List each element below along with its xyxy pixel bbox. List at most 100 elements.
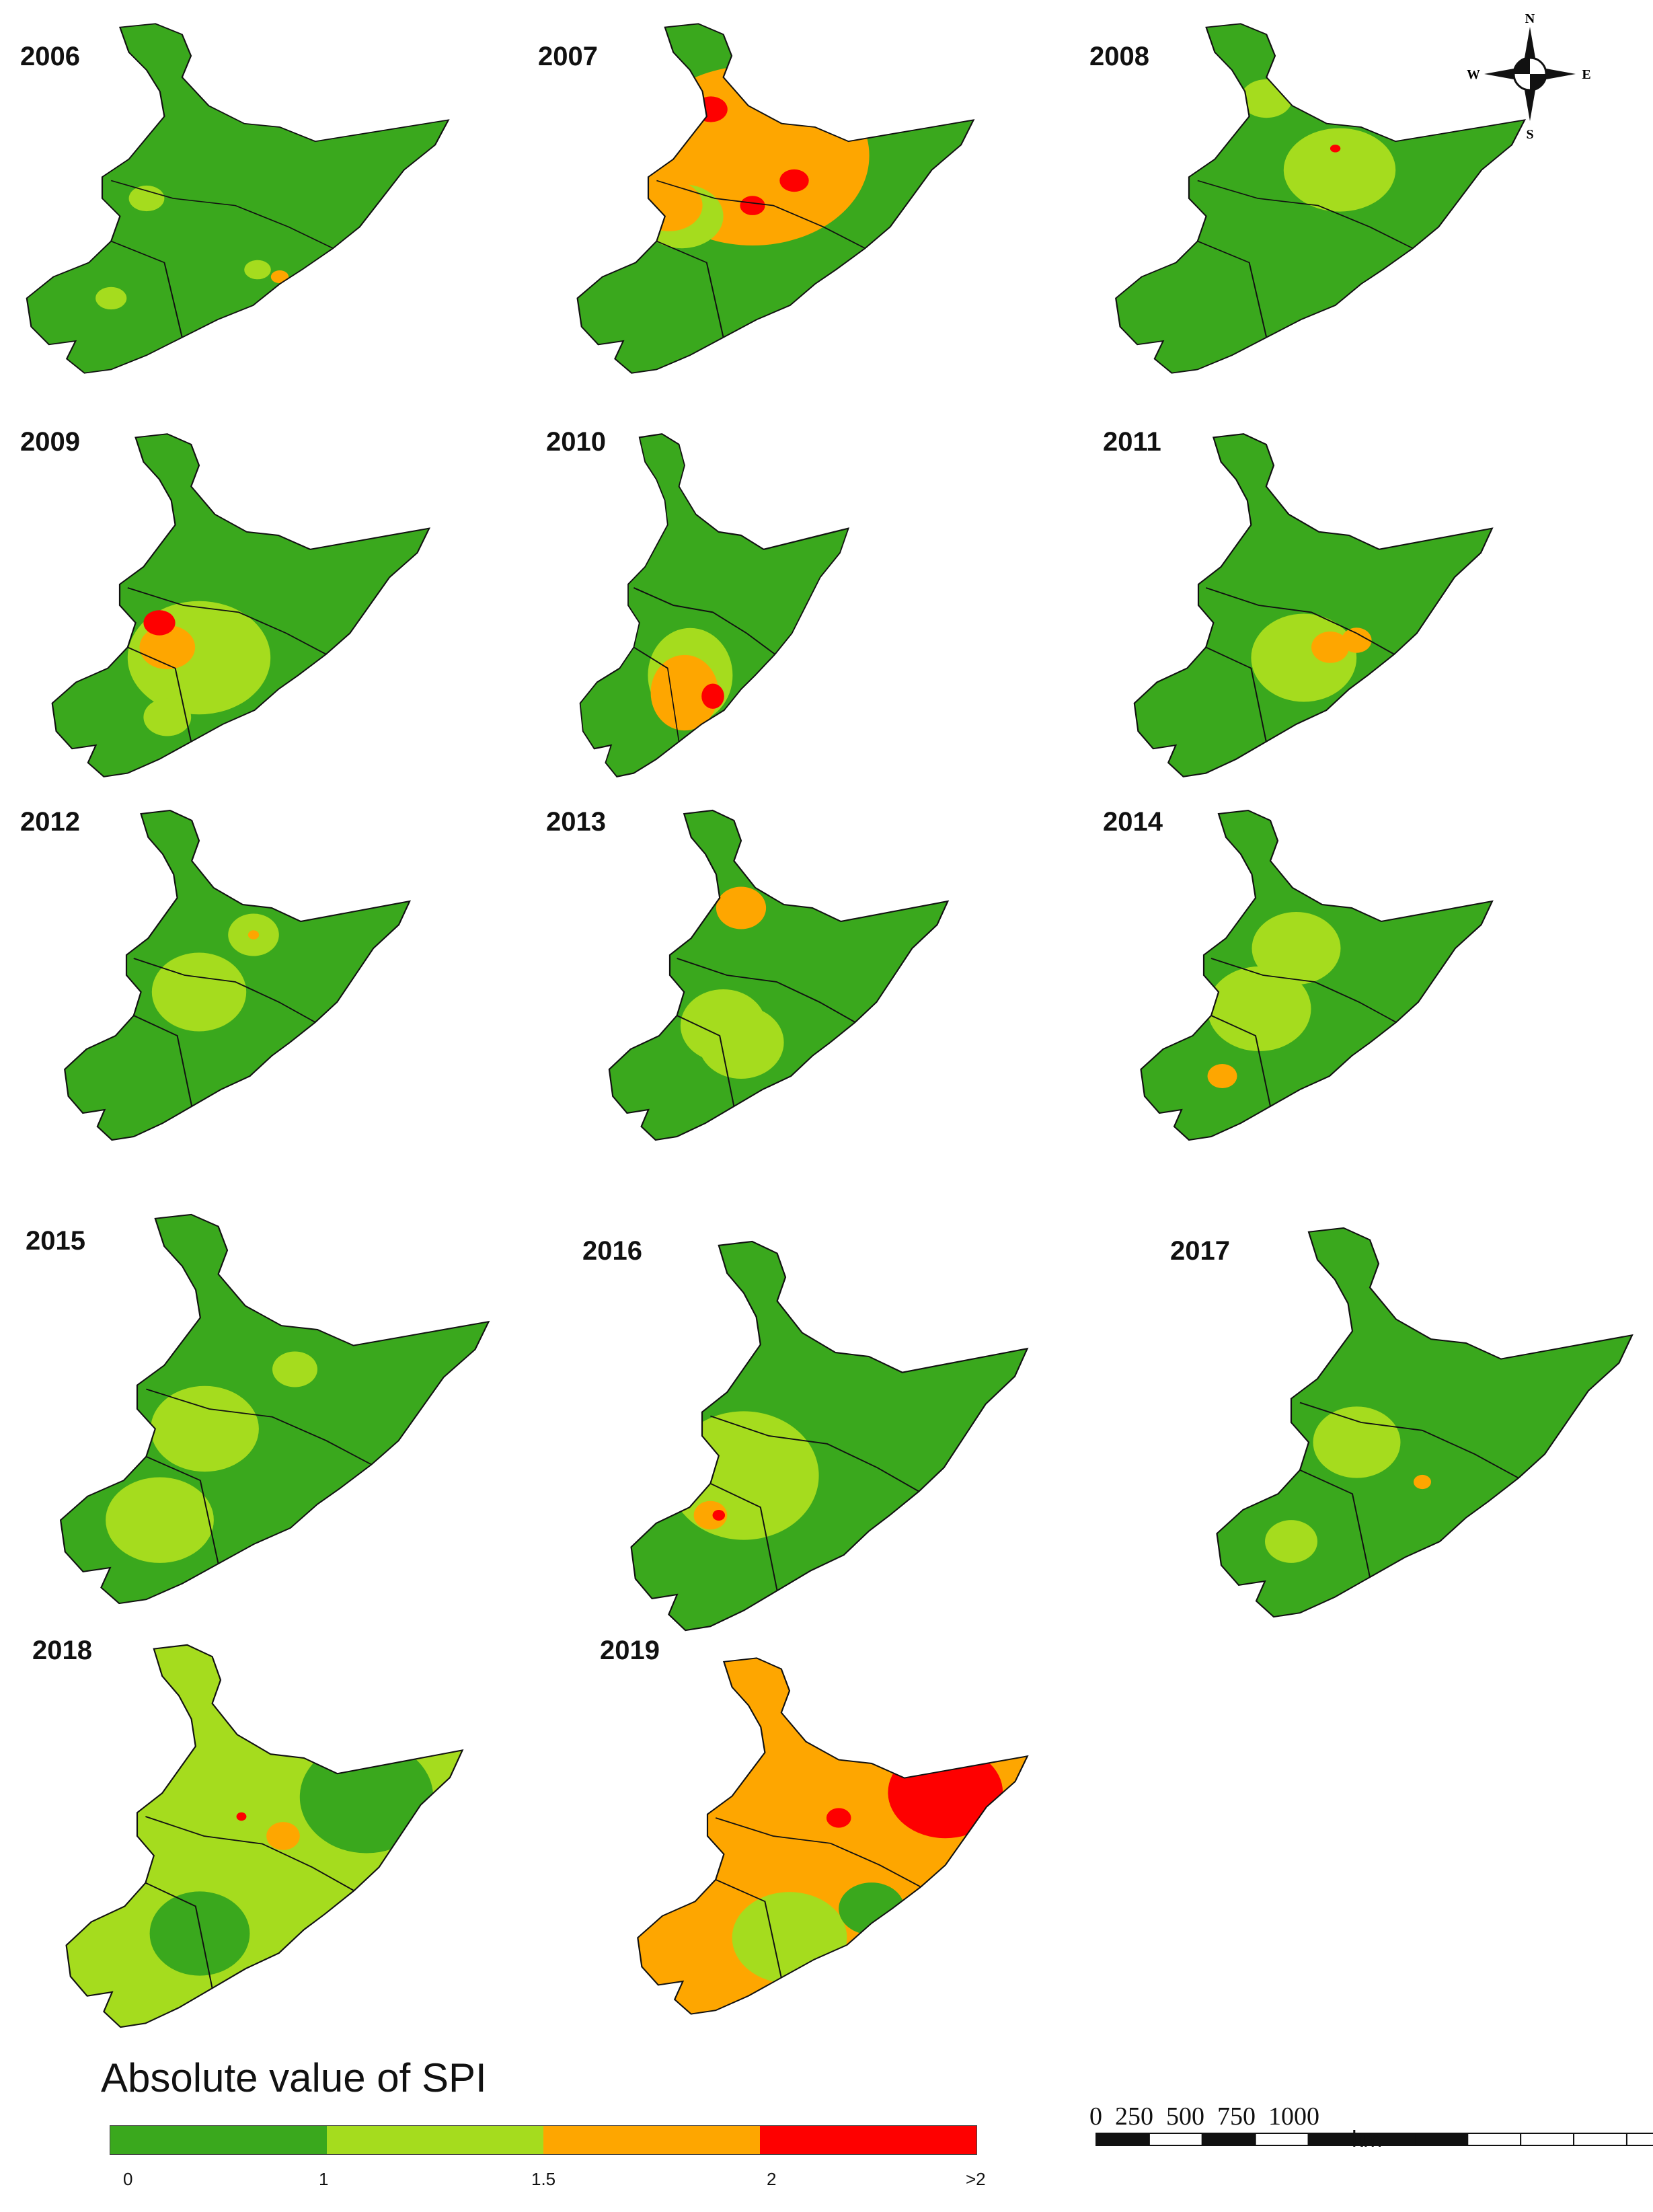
spi-patch [151,952,247,1032]
province-boundary [715,1817,921,1888]
province-boundary [677,958,856,1023]
map-panel-2018 [54,1641,471,2031]
year-label-2018: 2018 [32,1636,92,1665]
spi-patch [1265,1520,1317,1563]
province-boundary [677,1015,735,1107]
map-base-fill [638,1658,1028,2014]
province-boundary [715,1879,782,1978]
compass-s-label: S [1526,127,1533,142]
spi-patch [244,260,271,280]
scale-bar-segment [1414,2133,1469,2146]
spi-patch [701,683,724,709]
spi-patch [668,1411,819,1540]
province-boundary [1205,587,1395,655]
map-panel-2019 [625,1654,1036,2018]
year-label-2010: 2010 [546,427,606,457]
province-boundary [127,646,192,742]
province-boundary [146,1388,372,1465]
legend-class-gt-2 [760,2126,976,2154]
map-panel-2016 [619,1237,1036,1634]
year-label-2009: 2009 [20,427,80,457]
spi-patch [270,270,289,284]
scale-bar-segment [1254,2133,1309,2146]
spi-patch [1252,912,1341,985]
province-boundary [656,240,724,338]
scale-number: 0 [1089,2102,1102,2131]
spi-patch [1311,632,1349,663]
map-panel-2012 [54,807,417,1143]
legend-tick-1: 1 [319,2169,329,2189]
map-panel-2010 [572,430,854,780]
province-boundary [656,180,866,249]
legend-color-bar [110,2125,977,2155]
compass-n-label: N [1525,11,1535,26]
map-panel-2013 [599,807,955,1143]
spi-patch [1341,627,1372,653]
scale-bar-segment [1148,2133,1203,2146]
spi-patch [1207,1064,1237,1088]
scale-number: 750 [1217,2102,1256,2131]
province-boundary [633,646,680,742]
province-boundary [1299,1402,1519,1479]
province-boundary [145,1456,219,1564]
map-base-fill [1134,434,1492,777]
scale-bar-unit: km [1352,2127,1383,2152]
province-boundary [1210,958,1397,1023]
province-boundary [1197,240,1268,338]
spi-patch [95,287,127,310]
spi-patch [693,1500,728,1530]
spi-patch [1207,966,1311,1051]
map-base-fill [609,810,948,1141]
province-boundary [1210,1015,1271,1107]
spi-patch [128,185,165,212]
compass-w-label: W [1467,67,1480,82]
year-label-2017: 2017 [1170,1236,1230,1266]
spi-patch [826,1808,851,1828]
legend-tick-2: 2 [767,2169,777,2189]
spi-patch [716,886,767,929]
spi-patch [650,654,719,731]
map-base-fill [631,1241,1028,1631]
legend-tick-gt2: >2 [966,2169,986,2189]
spi-patch [151,1385,259,1472]
province-boundary [133,1015,193,1107]
spi-patch [1414,1474,1431,1490]
legend-tick-1.5: 1.5 [531,2169,556,2189]
legend-class-1.5-2 [543,2126,760,2154]
province-boundary [710,1415,919,1492]
map-panel-2011 [1123,430,1500,780]
spi-patch [143,610,176,636]
map-panel-2006 [13,20,457,377]
spi-patch [247,930,260,940]
spi-patch [149,1891,250,1976]
scale-bar-segment [1095,2133,1150,2146]
spi-patch [698,1006,784,1079]
province-boundary [110,180,334,249]
spi-patch [143,698,192,736]
map-panel-2007 [565,20,982,377]
spi-patch [839,1882,905,1935]
map-base-fill [66,1644,463,2028]
spi-patch [740,196,765,215]
legend-title: Absolute value of SPI [101,2055,487,2100]
province-boundary [145,1816,354,1892]
spi-patch [712,1510,726,1521]
province-boundary [110,240,183,338]
province-boundary [709,1482,778,1591]
map-base-fill [26,24,449,373]
legend-class-0-1 [110,2126,327,2154]
map-base-fill [1217,1227,1633,1617]
spi-patch [1330,145,1341,153]
spi-patch [236,1812,247,1821]
map-base-fill [580,434,849,777]
year-label-2013: 2013 [546,807,606,837]
spi-patch [106,1477,214,1563]
year-label-2019: 2019 [600,1636,660,1665]
province-boundary [1205,646,1267,742]
scale-number: 1000 [1268,2102,1319,2131]
province-boundary [127,587,327,655]
spi-patch [299,1741,434,1854]
year-label-2008: 2008 [1089,42,1149,71]
province-boundary [133,958,316,1023]
